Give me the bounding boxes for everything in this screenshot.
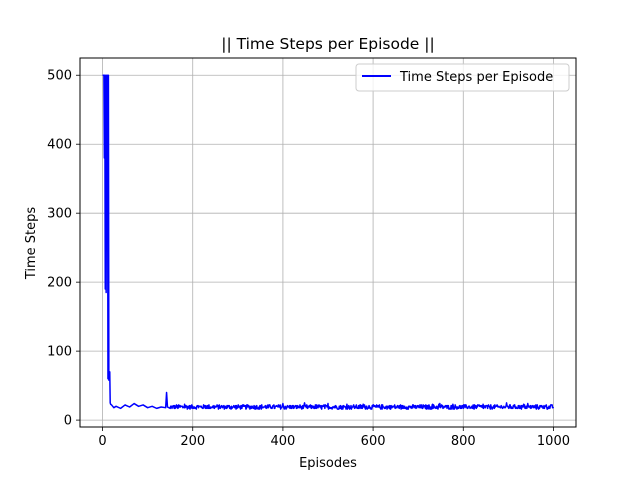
legend: Time Steps per Episode bbox=[355, 63, 570, 92]
y-axis-ticks: 0 100 200 300 400 500 bbox=[47, 69, 80, 429]
series-layer bbox=[102, 74, 555, 410]
series-line bbox=[102, 74, 555, 410]
x-tick-label: 1000 bbox=[537, 434, 570, 449]
x-axis-ticks: 0 200 400 600 800 1000 bbox=[98, 427, 570, 449]
x-tick-label: 0 bbox=[98, 434, 106, 449]
x-tick-label: 400 bbox=[270, 434, 295, 449]
y-tick-label: 200 bbox=[47, 276, 72, 291]
grid bbox=[80, 58, 576, 427]
plot-frame bbox=[79, 57, 577, 428]
y-tick-label: 400 bbox=[47, 138, 72, 153]
y-tick-label: 500 bbox=[47, 69, 72, 84]
x-tick-label: 800 bbox=[451, 434, 476, 449]
y-axis-title: Time Steps bbox=[24, 207, 39, 281]
y-tick-label: 0 bbox=[64, 414, 72, 429]
x-tick-label: 200 bbox=[180, 434, 205, 449]
y-tick-label: 100 bbox=[47, 345, 72, 360]
x-tick-label: 600 bbox=[361, 434, 386, 449]
chart-title: || Time Steps per Episode || bbox=[221, 35, 434, 53]
y-tick-label: 300 bbox=[47, 207, 72, 222]
x-axis-title: Episodes bbox=[299, 456, 357, 471]
legend-box bbox=[355, 63, 570, 92]
legend-label: Time Steps per Episode bbox=[399, 70, 553, 85]
